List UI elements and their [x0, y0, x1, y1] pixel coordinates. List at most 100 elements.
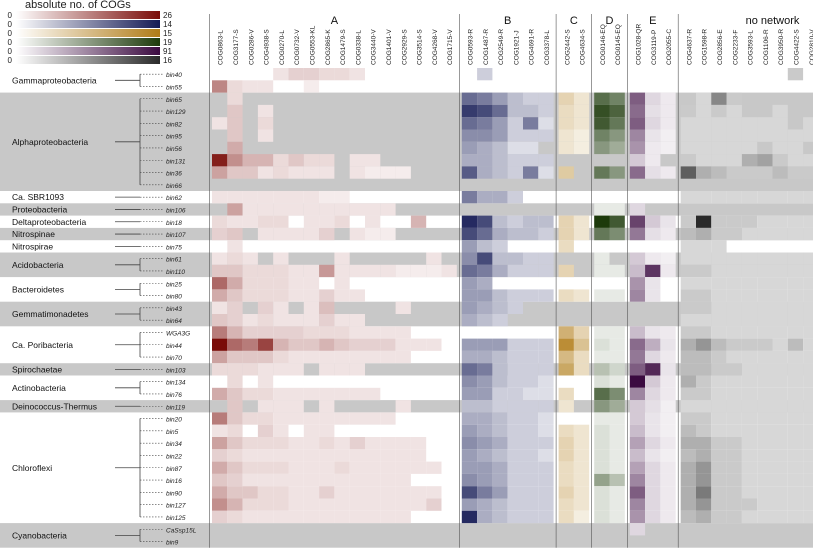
heatmap-cell — [477, 498, 493, 511]
heatmap-cell — [741, 498, 758, 511]
heatmap-cell — [319, 215, 335, 228]
heatmap-cell — [660, 424, 676, 437]
heatmap-cell — [772, 449, 788, 462]
heatmap-cell — [507, 338, 523, 351]
heatmap-cell — [772, 314, 788, 327]
heatmap-cell — [726, 252, 742, 265]
heatmap-cell — [461, 154, 478, 167]
heatmap-cell — [334, 277, 350, 290]
heatmap-cell — [507, 375, 523, 388]
heatmap-cell — [741, 141, 758, 155]
heatmap-cell — [680, 301, 696, 314]
heatmap-cell — [803, 486, 813, 499]
heatmap-cell — [212, 363, 228, 376]
heatmap-cell — [319, 166, 335, 179]
heatmap-cell — [477, 264, 493, 278]
heatmap-cell — [711, 461, 727, 474]
heatmap-cell — [609, 400, 625, 413]
heatmap-cell — [803, 510, 813, 524]
heatmap-cell — [410, 498, 427, 511]
heatmap-cell — [242, 326, 258, 339]
heatmap-cell — [349, 486, 365, 499]
heatmap-cell — [477, 117, 493, 130]
heatmap-cell — [492, 252, 508, 265]
heatmap-cell — [273, 227, 289, 241]
heatmap-cell — [227, 129, 243, 142]
bin-label: bin119 — [166, 404, 185, 411]
heatmap-cell — [334, 449, 350, 462]
heatmap-cell — [645, 473, 661, 487]
heatmap-cell — [257, 264, 274, 278]
heatmap-cell — [426, 461, 442, 474]
heatmap-cell — [303, 203, 320, 216]
heatmap-cell — [594, 400, 610, 413]
heatmap-cell — [696, 154, 712, 167]
heatmap-cell — [787, 227, 804, 241]
heatmap-cell — [492, 424, 508, 437]
heatmap-cell — [227, 252, 243, 265]
heatmap-cell — [538, 215, 554, 228]
column-label: COG3440-V — [371, 29, 378, 65]
heatmap-cell — [273, 400, 289, 413]
heatmap-cell — [365, 227, 381, 241]
heatmap-cell — [227, 80, 243, 93]
heatmap-cell — [787, 363, 804, 376]
bin-label: bin40 — [166, 72, 182, 79]
heatmap-cell — [696, 387, 712, 401]
heatmap-cell — [696, 326, 712, 339]
heatmap-cell — [680, 473, 696, 487]
heatmap-cell — [395, 400, 411, 413]
heatmap-cell — [319, 400, 335, 413]
heatmap-cell — [319, 363, 335, 376]
heatmap-cell — [803, 387, 813, 401]
heatmap-cell — [523, 252, 539, 265]
taxon-label: Nitrospinae — [12, 229, 55, 239]
heatmap-cell — [288, 68, 304, 81]
heatmap-cell — [787, 166, 804, 179]
heatmap-cell — [319, 203, 335, 216]
column-label: COG0338-L — [355, 30, 362, 65]
heatmap-cell — [349, 227, 365, 241]
heatmap-cell — [609, 498, 625, 511]
heatmap-cell — [741, 277, 758, 290]
column-label: COG2856-E — [717, 29, 724, 65]
legend-title: absolute no. of COGs — [25, 0, 131, 11]
heatmap-cell — [349, 449, 365, 462]
heatmap-cell — [803, 363, 813, 376]
phylogenetic-tree — [115, 73, 164, 542]
heatmap-cell — [334, 338, 350, 351]
heatmap-cell — [757, 301, 773, 314]
legend-gradient-bar — [16, 56, 160, 64]
heatmap-cell — [319, 301, 335, 314]
heatmap-cell — [461, 375, 478, 388]
heatmap-cell — [242, 449, 258, 462]
heatmap-cell — [365, 437, 381, 450]
heatmap-cell — [273, 338, 289, 351]
heatmap-cell — [273, 449, 289, 462]
heatmap-cell — [538, 449, 554, 462]
heatmap-cell — [334, 215, 350, 228]
heatmap-cell — [711, 264, 727, 278]
heatmap-cell — [212, 166, 228, 179]
heatmap-cell — [365, 154, 381, 167]
heatmap-cell — [365, 412, 381, 425]
column-label: COG3514-S — [417, 29, 424, 65]
heatmap-cell — [573, 227, 590, 241]
heatmap-cell — [787, 498, 804, 511]
heatmap-cell — [319, 154, 335, 167]
column-label: COG4938-S — [264, 29, 271, 65]
heatmap-cell — [757, 191, 773, 204]
heatmap-cell — [558, 166, 574, 179]
heatmap-cell — [787, 68, 804, 81]
legend-gradient-bar — [16, 11, 160, 19]
heatmap-cell — [609, 449, 625, 462]
heatmap-cell — [629, 473, 646, 487]
heatmap-cell — [334, 510, 350, 524]
heatmap-cell — [660, 104, 676, 118]
heatmap-cell — [242, 289, 258, 302]
group-title: C — [570, 15, 578, 27]
heatmap-cell — [212, 252, 228, 265]
heatmap-cell — [288, 191, 304, 204]
heatmap-cell — [461, 363, 478, 376]
